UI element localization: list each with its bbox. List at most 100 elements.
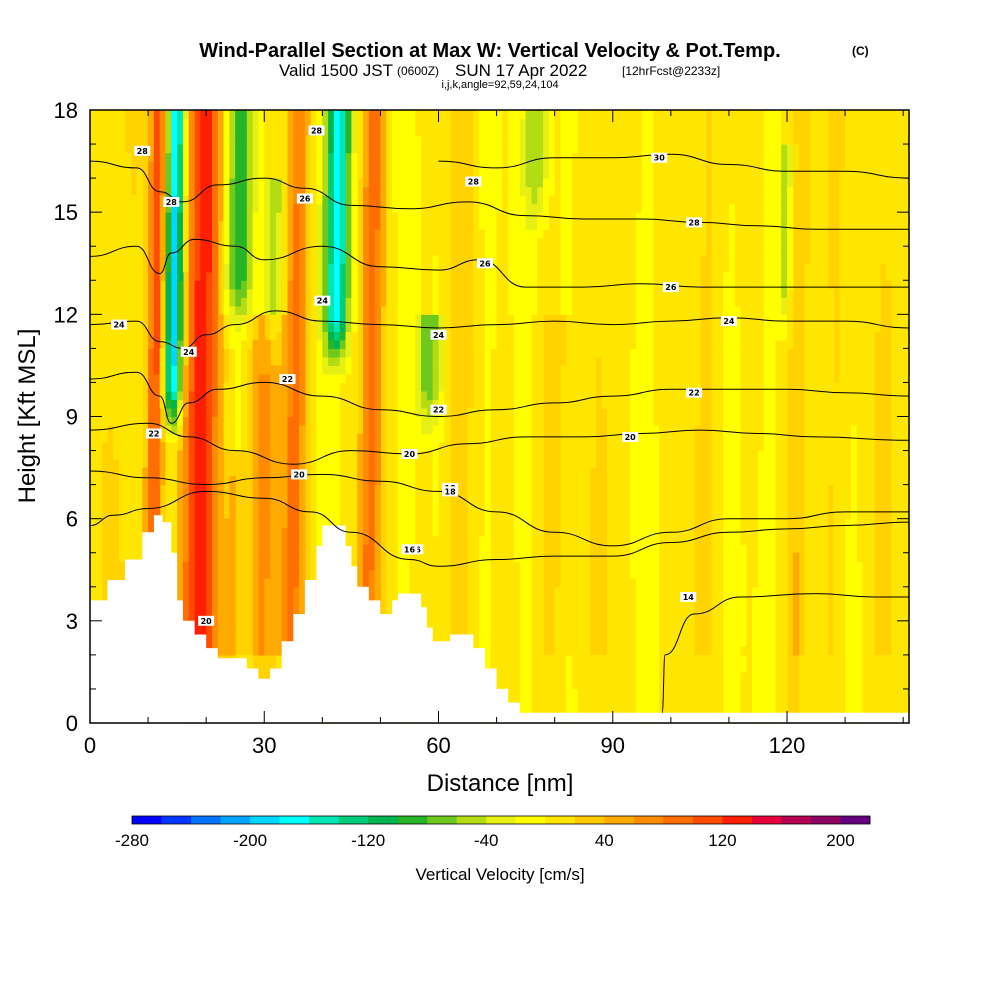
- velocity-cell: [217, 476, 225, 486]
- velocity-cell: [264, 407, 271, 418]
- velocity-cell: [519, 280, 527, 290]
- velocity-cell: [502, 246, 509, 256]
- velocity-cell: [107, 169, 114, 179]
- velocity-cell: [264, 339, 271, 349]
- velocity-cell: [241, 127, 248, 137]
- velocity-cell: [119, 484, 126, 494]
- velocity-cell: [229, 118, 236, 128]
- velocity-cell: [496, 620, 504, 630]
- velocity-cell: [525, 305, 533, 315]
- velocity-cell: [148, 442, 155, 452]
- velocity-cell: [543, 246, 550, 256]
- velocity-cell: [543, 203, 550, 213]
- velocity-cell: [281, 407, 289, 418]
- velocity-cell: [95, 433, 103, 443]
- velocity-cell: [328, 237, 335, 247]
- velocity-cell: [426, 620, 434, 630]
- velocity-cell: [392, 110, 399, 120]
- velocity-cell: [287, 348, 294, 358]
- velocity-cell: [194, 518, 201, 528]
- velocity-cell: [211, 612, 219, 622]
- velocity-cell: [554, 705, 562, 716]
- velocity-cell: [287, 501, 294, 511]
- velocity-cell: [299, 365, 306, 375]
- velocity-cell: [241, 399, 248, 409]
- velocity-cell: [421, 339, 428, 349]
- velocity-cell: [101, 229, 109, 239]
- velocity-cell: [310, 450, 318, 460]
- velocity-cell: [171, 305, 178, 315]
- velocity-cell: [508, 297, 515, 307]
- velocity-cell: [473, 314, 480, 324]
- velocity-cell: [287, 203, 294, 213]
- velocity-cell: [159, 220, 167, 230]
- velocity-cell: [537, 110, 544, 120]
- velocity-cell: [490, 203, 498, 213]
- velocity-cell: [386, 552, 393, 562]
- velocity-cell: [316, 442, 323, 452]
- velocity-cell: [502, 220, 509, 230]
- velocity-cell: [136, 220, 143, 230]
- velocity-cell: [432, 510, 440, 520]
- velocity-cell: [392, 297, 399, 307]
- velocity-cell: [281, 416, 289, 426]
- velocity-cell: [519, 501, 527, 511]
- velocity-cell: [171, 297, 178, 307]
- velocity-cell: [310, 288, 318, 298]
- velocity-cell: [374, 288, 382, 298]
- velocity-cell: [409, 118, 416, 128]
- velocity-cell: [165, 339, 172, 349]
- velocity-cell: [299, 493, 306, 503]
- velocity-cell: [363, 390, 370, 401]
- velocity-cell: [421, 544, 428, 554]
- velocity-cell: [380, 220, 387, 230]
- velocity-cell: [514, 595, 521, 605]
- velocity-cell: [229, 203, 236, 213]
- velocity-cell: [484, 561, 492, 571]
- velocity-cell: [473, 246, 480, 256]
- velocity-cell: [171, 152, 178, 162]
- velocity-cell: [409, 127, 416, 137]
- velocity-cell: [496, 425, 504, 435]
- velocity-cell: [287, 280, 294, 290]
- velocity-cell: [95, 220, 103, 230]
- velocity-cell: [363, 373, 370, 384]
- velocity-cell: [90, 544, 97, 554]
- velocity-cell: [508, 382, 515, 392]
- velocity-cell: [182, 586, 190, 596]
- velocity-cell: [328, 399, 335, 409]
- velocity-cell: [432, 382, 440, 392]
- velocity-cell: [421, 288, 428, 298]
- velocity-cell: [328, 356, 335, 367]
- velocity-cell: [90, 331, 97, 341]
- velocity-cell: [194, 493, 201, 503]
- velocity-cell: [409, 178, 416, 188]
- velocity-cell: [397, 552, 405, 562]
- velocity-cell: [403, 382, 411, 392]
- velocity-cell: [229, 152, 236, 162]
- velocity-cell: [113, 390, 120, 401]
- velocity-cell: [397, 399, 405, 409]
- velocity-cell: [490, 467, 498, 477]
- velocity-cell: [554, 646, 562, 656]
- velocity-cell: [153, 263, 161, 273]
- velocity-cell: [392, 331, 399, 341]
- velocity-cell: [363, 527, 370, 537]
- velocity-cell: [124, 186, 132, 196]
- velocity-cell: [101, 288, 109, 298]
- velocity-cell: [502, 459, 509, 469]
- velocity-cell: [322, 493, 329, 503]
- velocity-cell: [351, 373, 358, 384]
- velocity-cell: [397, 390, 405, 401]
- velocity-cell: [130, 288, 138, 298]
- velocity-cell: [310, 356, 318, 367]
- velocity-cell: [514, 578, 521, 588]
- velocity-cell: [421, 305, 428, 315]
- velocity-cell: [235, 373, 242, 384]
- velocity-cell: [95, 450, 103, 460]
- velocity-cell: [322, 186, 329, 196]
- velocity-cell: [333, 433, 341, 443]
- velocity-cell: [508, 569, 515, 579]
- velocity-cell: [560, 390, 567, 401]
- velocity-cell: [241, 314, 248, 324]
